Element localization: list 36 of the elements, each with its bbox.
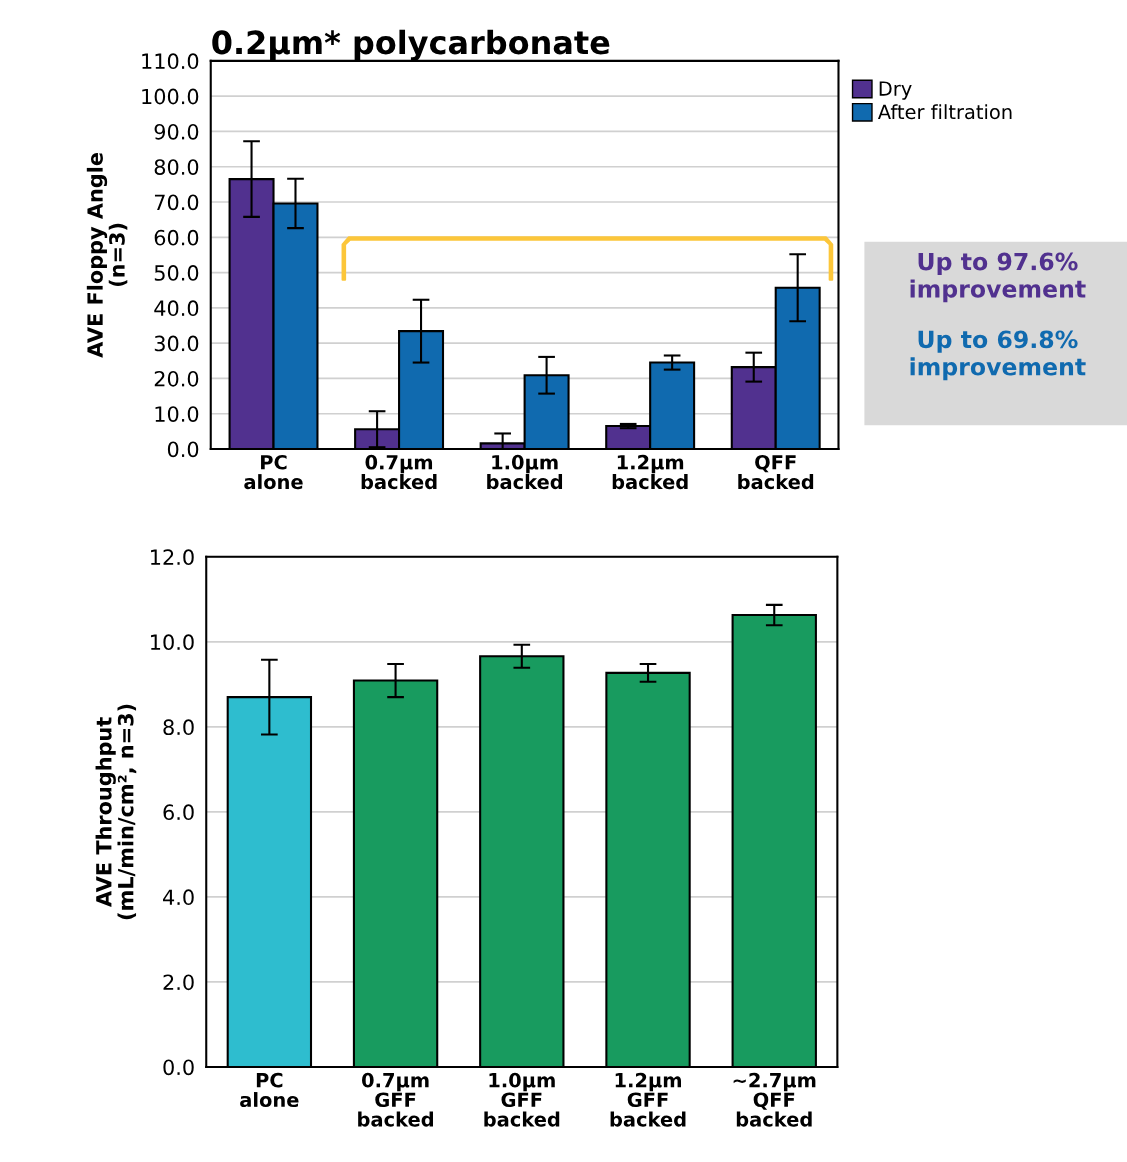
y-tick-label: 80.0: [154, 159, 199, 175]
x-tick-label: 1.0µm GFF backed: [484, 1072, 560, 1127]
x-tick-label: 1.0µm backed: [487, 454, 563, 490]
x-tick-label: 1.2µm GFF backed: [610, 1072, 686, 1127]
y-tick-label: 6.0: [163, 804, 194, 821]
y-tick-label: 100.0: [142, 88, 199, 105]
y-tick-label: 50.0: [154, 265, 199, 281]
y-axis-title: AVE Floppy Angle (n=3): [86, 153, 128, 358]
y-tick-label: 0.0: [163, 1059, 194, 1076]
chart-title: 0.2µm* polycarbonate: [212, 29, 610, 61]
y-tick-label: 90.0: [154, 123, 199, 140]
y-tick-label: 10.0: [155, 406, 199, 422]
y-tick-label: 110.0: [142, 53, 199, 70]
y-tick-label: 30.0: [154, 335, 199, 352]
legend-label: Dry: [879, 81, 912, 100]
x-tick-label: ~2.7µm QFF backed: [733, 1072, 816, 1127]
x-tick-label: QFF backed: [738, 454, 814, 490]
y-tick-label: 8.0: [163, 719, 194, 736]
y-tick-label: 12.0: [151, 549, 194, 566]
y-tick-label: 60.0: [154, 229, 199, 246]
text: Up to 97.6% improvement: [910, 252, 1086, 303]
x-tick-label: 1.2µm backed: [612, 454, 688, 490]
text: Up to 69.8% improvement: [910, 330, 1086, 381]
y-axis-title: AVE Throughput (mL/min/cm², n=3): [95, 704, 137, 920]
y-tick-label: 0.0: [167, 441, 199, 458]
y-tick-label: 10.0: [151, 634, 194, 651]
x-tick-label: PC alone: [244, 454, 303, 490]
x-tick-label: 0.7µm GFF backed: [358, 1072, 433, 1127]
y-tick-label: 4.0: [163, 889, 194, 906]
y-tick-label: 2.0: [163, 974, 194, 991]
x-tick-label: PC alone: [240, 1072, 299, 1108]
y-tick-label: 70.0: [154, 194, 199, 211]
y-tick-label: 20.0: [154, 370, 199, 387]
x-tick-label: 0.7µm backed: [361, 454, 437, 490]
legend-label: After filtration: [877, 104, 1012, 120]
y-tick-label: 40.0: [154, 300, 199, 317]
